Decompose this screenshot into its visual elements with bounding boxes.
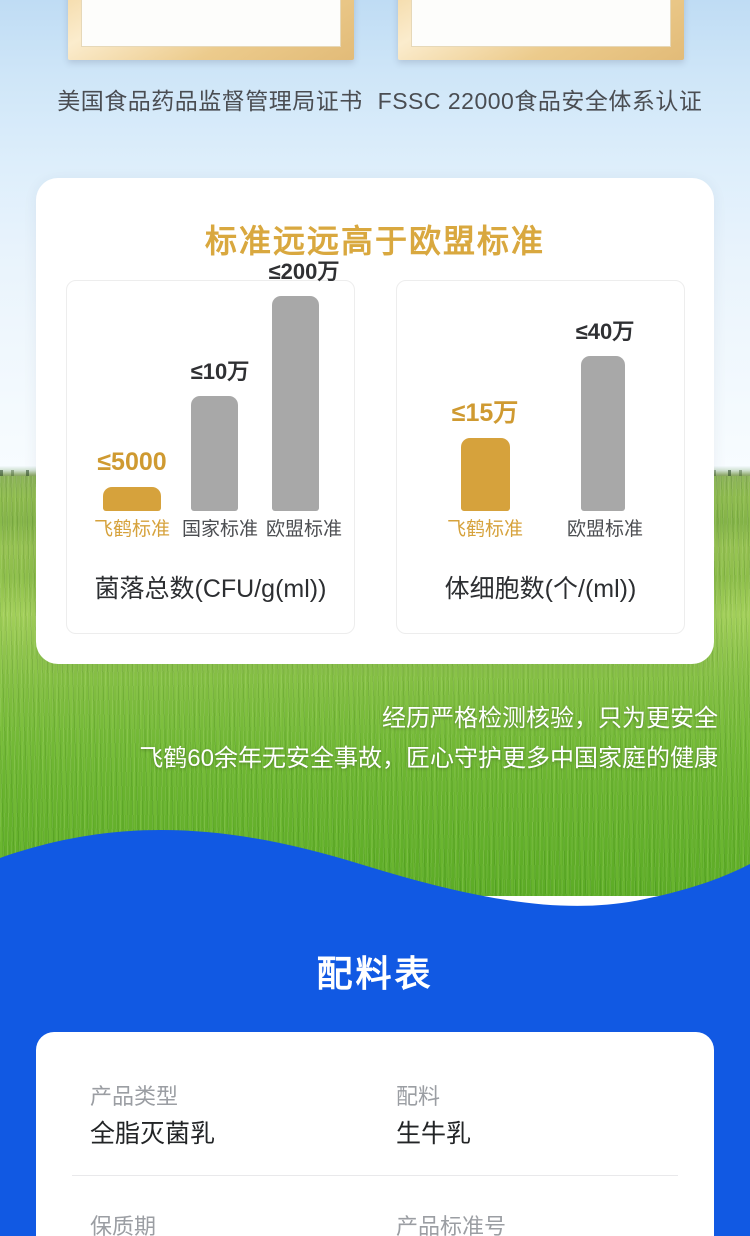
info-label: 产品类型 bbox=[90, 1084, 179, 1109]
bar-category-label-2: 欧盟标准 bbox=[265, 519, 342, 540]
certificate-paper bbox=[81, 0, 341, 47]
info-cell-product-type: 产品类型 全脂灭菌乳 bbox=[90, 1082, 215, 1156]
info-divider bbox=[72, 1175, 678, 1176]
certificate-frame-icon bbox=[398, 0, 684, 60]
info-value: 全脂灭菌乳 bbox=[90, 1120, 216, 1148]
bar-2 bbox=[272, 296, 319, 511]
certificate-image-fssc bbox=[398, 0, 684, 60]
chart-caption-colony-count: 菌落总数(CFU/g(ml)) bbox=[94, 575, 327, 603]
bar-category-label-0: 飞鹤标准 bbox=[446, 519, 523, 540]
bar-value-label-0: ≤5000 bbox=[97, 448, 167, 476]
ingredients-section-title: 配料表 bbox=[316, 953, 434, 994]
bar-plot-area: ≤5000 飞鹤标准 ≤10万 国家标准 ≤200万 欧盟标准 bbox=[67, 259, 354, 563]
field-tagline-line1: 经历严格检测核验，只为更安全 bbox=[382, 705, 718, 732]
bar-0 bbox=[103, 487, 161, 511]
bar-plot-area: ≤15万 飞鹤标准 ≤40万 欧盟标准 bbox=[397, 281, 684, 563]
standards-comparison-card: 标准远远高于欧盟标准 ≤5000 飞鹤标准 ≤10万 国家标准 ≤200万 欧盟… bbox=[36, 178, 714, 664]
info-label: 产品标准号 bbox=[396, 1214, 507, 1236]
chart-caption-somatic-cell: 体细胞数(个/(ml)) bbox=[444, 575, 637, 603]
bar-category-label-1: 国家标准 bbox=[181, 519, 258, 540]
certificate-paper bbox=[411, 0, 671, 47]
certificate-caption-fda: 美国食品药品监督管理局证书 bbox=[57, 88, 363, 114]
bar-value-label-1: ≤10万 bbox=[190, 359, 250, 384]
bar-value-label-1: ≤40万 bbox=[575, 319, 635, 344]
info-cell-product-standard: 产品标准号 bbox=[396, 1212, 506, 1236]
ingredient-info-card: 产品类型 全脂灭菌乳 配料 生牛乳 保质期 产品标准号 bbox=[36, 1032, 714, 1236]
chart-panel-somatic-cell: ≤15万 飞鹤标准 ≤40万 欧盟标准 体细胞数(个/(ml)) bbox=[396, 280, 685, 634]
certificate-frame-icon bbox=[68, 0, 354, 60]
bar-value-label-0: ≤15万 bbox=[451, 399, 519, 427]
section-title: 标准远远高于欧盟标准 bbox=[204, 223, 545, 259]
bar-category-label-0: 飞鹤标准 bbox=[93, 519, 170, 540]
bar-category-label-1: 欧盟标准 bbox=[566, 519, 643, 540]
bar-1 bbox=[191, 396, 238, 511]
info-row: 保质期 产品标准号 bbox=[36, 1212, 714, 1236]
certificate-image-fda bbox=[68, 0, 354, 60]
info-value: 生牛乳 bbox=[396, 1120, 472, 1148]
bar-0 bbox=[461, 438, 510, 511]
info-label: 配料 bbox=[396, 1084, 441, 1109]
info-cell-shelf-life: 保质期 bbox=[90, 1212, 156, 1236]
info-row: 产品类型 全脂灭菌乳 配料 生牛乳 bbox=[36, 1082, 714, 1182]
field-tagline-line2: 飞鹤60余年无安全事故，匠心守护更多中国家庭的健康 bbox=[139, 745, 718, 772]
info-label: 保质期 bbox=[90, 1214, 157, 1236]
info-cell-ingredients: 配料 生牛乳 bbox=[396, 1082, 471, 1156]
certificate-caption-fssc: FSSC 22000食品安全体系认证 bbox=[377, 88, 703, 114]
bar-1 bbox=[581, 356, 625, 511]
bar-value-label-2: ≤200万 bbox=[268, 259, 340, 284]
chart-panel-colony-count: ≤5000 飞鹤标准 ≤10万 国家标准 ≤200万 欧盟标准 菌落总数(CFU… bbox=[66, 259, 355, 634]
